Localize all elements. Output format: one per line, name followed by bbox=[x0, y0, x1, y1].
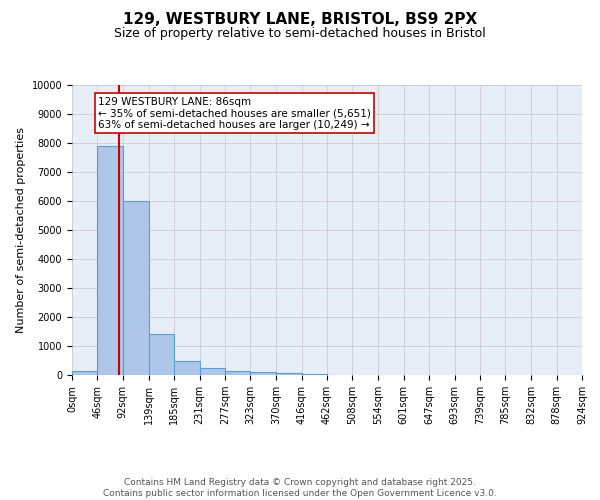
Y-axis label: Number of semi-detached properties: Number of semi-detached properties bbox=[16, 127, 26, 333]
Bar bbox=[276, 374, 302, 375]
Bar bbox=[250, 372, 276, 375]
Bar bbox=[199, 368, 225, 375]
Bar bbox=[123, 201, 149, 375]
Bar bbox=[149, 334, 174, 375]
Text: 129, WESTBURY LANE, BRISTOL, BS9 2PX: 129, WESTBURY LANE, BRISTOL, BS9 2PX bbox=[123, 12, 477, 28]
Bar bbox=[72, 370, 97, 375]
Text: 129 WESTBURY LANE: 86sqm
← 35% of semi-detached houses are smaller (5,651)
63% o: 129 WESTBURY LANE: 86sqm ← 35% of semi-d… bbox=[98, 96, 371, 130]
Text: Contains HM Land Registry data © Crown copyright and database right 2025.
Contai: Contains HM Land Registry data © Crown c… bbox=[103, 478, 497, 498]
Text: Size of property relative to semi-detached houses in Bristol: Size of property relative to semi-detach… bbox=[114, 28, 486, 40]
Bar bbox=[225, 371, 250, 375]
Bar bbox=[174, 361, 200, 375]
Bar bbox=[302, 374, 327, 375]
Bar bbox=[97, 146, 123, 375]
